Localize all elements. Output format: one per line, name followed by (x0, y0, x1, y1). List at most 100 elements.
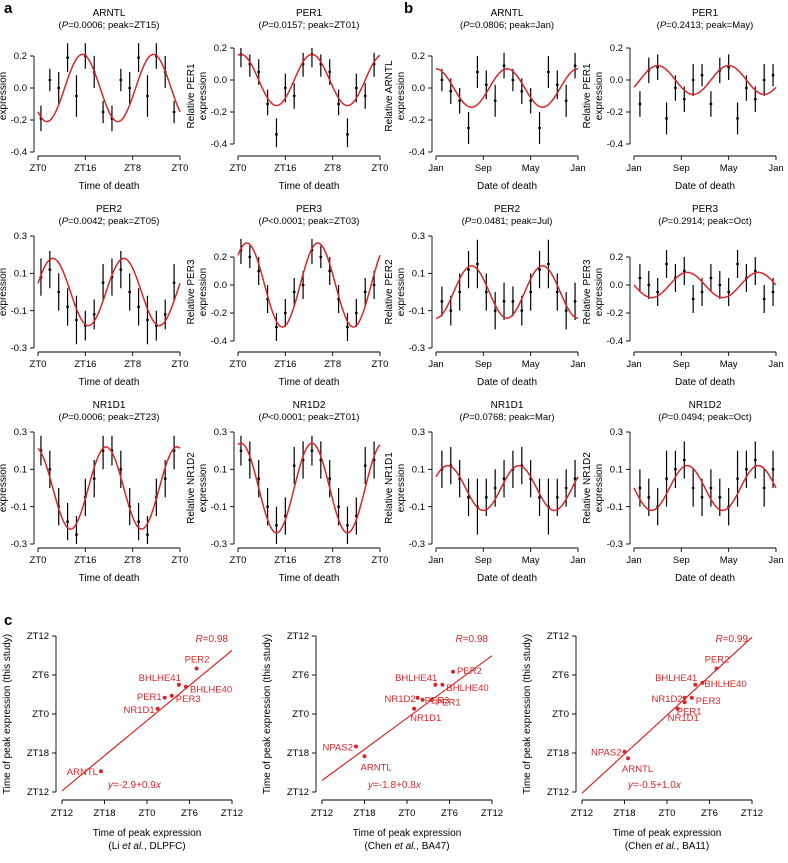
subtitle-rest: =0.0157; peak=ZT01) (268, 20, 359, 31)
data-point (665, 117, 668, 120)
subtitle-open: ( (658, 412, 662, 423)
scatter-point (682, 695, 687, 700)
x-label-part: , DLPFC) (144, 841, 186, 852)
x-tick-label: ZT0 (230, 555, 247, 566)
data-point (337, 102, 340, 106)
x-tick-label: Sep (475, 555, 492, 566)
data-point (275, 325, 278, 329)
data-point (75, 318, 78, 322)
data-point (502, 64, 506, 67)
data-point (638, 276, 642, 280)
data-point (137, 520, 140, 523)
subtitle-rest: =0.0006; peak=ZT15) (68, 20, 159, 31)
small-multiple-b-nr1d2: NR1D2(P=0.0494; peak=Oct)Jan Sep May Jan-0.… (582, 400, 784, 584)
data-point (753, 458, 757, 462)
chart-subtitle: (P<0.0001; peak=ZT03) (259, 216, 360, 227)
y-tick-label: -0.2 (607, 107, 623, 118)
regression-line (321, 655, 493, 781)
data-point (48, 467, 52, 471)
chart-title: NR1D2 (293, 400, 326, 411)
data-point (493, 99, 497, 103)
subtitle-open: ( (658, 216, 662, 227)
data-point (538, 268, 541, 271)
x-tick-label: Jan (570, 555, 585, 566)
small-multiple-b-arntl: ARNTL(P=0.0806; peak=Jan)Jan Sep May Jan-0.… (384, 8, 586, 192)
data-point (736, 477, 739, 481)
point-label: ARNTL (67, 767, 98, 778)
x-tick-label: May (720, 555, 738, 566)
chart-subtitle: (P=0.0806; peak=Jan) (460, 20, 554, 31)
data-point (753, 97, 757, 101)
data-point (172, 281, 176, 285)
subtitle-open: ( (259, 412, 263, 423)
y-tick-label: 0.1 (610, 465, 623, 476)
data-point (771, 290, 775, 294)
x-tick-label: ZT8 (124, 359, 141, 370)
data-point (547, 70, 550, 74)
subtitle-p: P (62, 216, 69, 227)
x-tick-label: Jan (626, 163, 641, 174)
scatter-point (162, 695, 167, 700)
point-label: PER1 (677, 706, 702, 717)
y-axis-label: expression (396, 268, 407, 316)
data-point (354, 311, 358, 315)
x-tick-label: Sep (475, 359, 492, 370)
x-axis-label: Time of peak expression (93, 828, 202, 839)
point-label: NR1D1 (123, 705, 154, 716)
subtitle-rest: <0.0001; peak=ZT03) (268, 216, 359, 227)
scatter-point (622, 749, 627, 754)
y-tick-label: -0.3 (409, 539, 425, 550)
x-tick-label: ZT8 (124, 555, 141, 566)
x-tick-label: May (522, 359, 540, 370)
y-tick-label: -0.4 (409, 147, 425, 158)
regression-equation: y=-1.8+0.8x (367, 780, 422, 791)
data-point (146, 533, 149, 537)
fit-curve (435, 68, 579, 108)
data-point (275, 523, 278, 527)
data-point (682, 97, 686, 101)
x-tick-label: ZT0 (230, 163, 247, 174)
x-tick-label: ZT0 (172, 555, 189, 566)
x-tick-label: Jan (428, 163, 443, 174)
point-label: PER2 (185, 655, 210, 666)
scatter-point (412, 706, 417, 711)
data-point (762, 486, 766, 490)
data-point (564, 486, 568, 490)
chart-subtitle: (P<0.0001; peak=ZT01) (259, 412, 360, 423)
y-axis-label: Relative PER3 (582, 259, 593, 324)
point-label: PER3 (176, 694, 201, 705)
data-point (745, 86, 748, 90)
data-point (66, 305, 69, 309)
x-label-part: (Chen (364, 841, 394, 852)
point-label: BHLHE41 (655, 673, 697, 684)
point-label: PER1 (137, 692, 162, 703)
point-label: NR1D1 (410, 713, 441, 724)
y-tick-label: ZT0 (292, 709, 309, 720)
small-multiple-a-per2: PER2(P=0.0042; peak=ZT05)ZT0 ZT16 ZT8 ZT0-0… (0, 204, 188, 388)
subtitle-p: P (661, 412, 668, 423)
y-tick-label: 0.2 (14, 51, 27, 62)
subtitle-rest: =0.0481; peak=Jul) (471, 216, 552, 227)
scatter-point (169, 693, 174, 698)
data-point (674, 86, 677, 90)
data-point (257, 477, 261, 481)
chart-subtitle: (P=0.0157; peak=ZT01) (259, 20, 360, 31)
data-point (301, 283, 305, 287)
data-point (745, 467, 748, 471)
data-point (656, 290, 660, 294)
y-tick-label: ZT6 (552, 670, 569, 681)
data-point (163, 313, 167, 316)
y-tick-label: -0.3 (11, 343, 27, 354)
x-tick-label: ZT0 (659, 808, 676, 819)
point-label: NPAS2 (323, 743, 353, 754)
data-point (700, 495, 704, 499)
data-point (48, 78, 52, 82)
x-tick-label: ZT18 (613, 808, 635, 819)
y-axis-label: Relative PER3 (186, 259, 197, 324)
data-point (727, 290, 731, 294)
data-point (292, 290, 296, 294)
data-point (101, 110, 105, 114)
subtitle-rest: <0.0001; peak=ZT01) (268, 412, 359, 423)
point-label: NR1D2 (384, 694, 415, 705)
y-tick-label: ZT0 (552, 709, 569, 720)
